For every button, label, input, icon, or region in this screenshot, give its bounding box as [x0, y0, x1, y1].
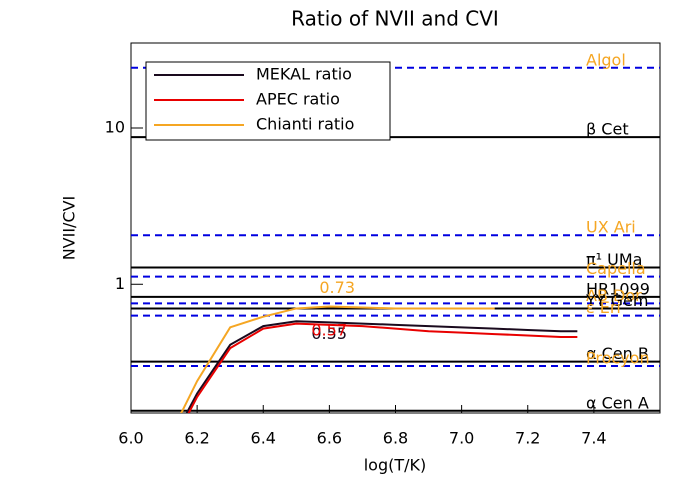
series-line [187, 322, 578, 413]
series-annotation: 0.73 [319, 278, 355, 297]
series-annotation: 0.55 [311, 324, 347, 343]
reference-label: YY Gem [585, 291, 648, 310]
reference-label: α Cen A [586, 393, 649, 412]
series-line [180, 305, 495, 413]
reference-label: β Cet [586, 120, 629, 139]
x-tick-label: 6.4 [251, 429, 276, 448]
reference-label: ε Eri [586, 298, 621, 317]
x-tick-label: 7.4 [581, 429, 606, 448]
reference-label: Procyon [586, 348, 650, 367]
chart-title: Ratio of NVII and CVI [291, 7, 499, 31]
y-tick-label: 10 [105, 118, 125, 137]
x-tick-label: 6.8 [383, 429, 408, 448]
x-tick-label: 6.6 [317, 429, 342, 448]
series-line [185, 320, 578, 413]
y-axis-label: NVII/CVI [60, 196, 79, 261]
series-annotation: 0.57 [311, 320, 347, 339]
reference-label: α Cen B [586, 344, 649, 363]
reference-label: Capella [586, 259, 646, 278]
reference-label: Algol [586, 50, 626, 69]
x-tick-label: 7.2 [515, 429, 540, 448]
x-tick-label: 6.0 [118, 429, 143, 448]
reference-label: π¹ UMa [586, 250, 642, 269]
x-tick-label: 7.0 [449, 429, 474, 448]
legend-label: MEKAL ratio [256, 65, 352, 84]
x-tick-label: 6.2 [184, 429, 209, 448]
reference-label: AB Dor [586, 286, 642, 305]
legend-label: APEC ratio [256, 90, 340, 109]
reference-label: UX Ari [586, 218, 636, 237]
plot-area [131, 66, 660, 413]
y-tick-label: 1 [115, 274, 125, 293]
reference-label: HR1099 [586, 279, 650, 298]
legend-label: Chianti ratio [256, 115, 354, 134]
x-axis-label: log(T/K) [364, 456, 427, 475]
